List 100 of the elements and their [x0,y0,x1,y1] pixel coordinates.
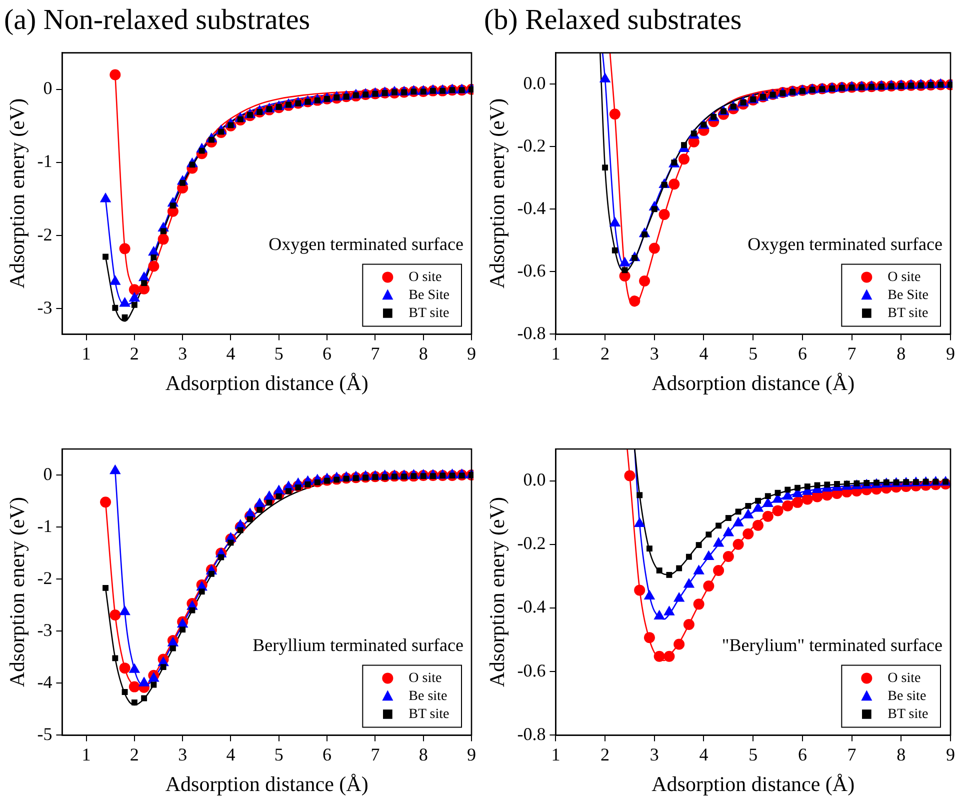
x-tick-label: 4 [699,344,708,364]
x-tick-label: 2 [600,744,610,765]
legend-label: BT site [888,306,928,321]
point [693,598,704,610]
point [128,292,140,302]
point [644,590,656,600]
point [100,496,112,508]
point [716,522,722,529]
point [673,592,685,602]
point [755,498,761,504]
point [804,484,810,490]
x-tick-label: 5 [274,744,284,765]
x-tick-label: 9 [467,344,476,364]
point [131,302,138,308]
x-tick-label: 7 [847,744,856,765]
legend-label: O site [888,670,921,686]
point [160,664,166,670]
y-axis-title: Adsorption enery (eV) [5,98,30,289]
point [119,297,130,307]
point [722,526,734,536]
annotation: Oxygen terminated surface [268,234,464,254]
point [122,689,128,695]
chart-title: (b) Relaxed substrates [484,4,742,36]
point [228,540,234,546]
point [150,254,157,260]
point [666,572,672,578]
y-tick-label: -1 [37,151,52,172]
point [658,208,670,220]
point [100,192,112,202]
legend-label: O site [408,270,442,285]
point [119,243,130,254]
y-tick-label: -0.6 [517,260,546,280]
point [148,260,160,272]
legend-label: Be Site [408,288,450,303]
point [735,508,742,515]
point [150,682,157,688]
x-tick-label: 9 [946,344,955,364]
x-tick-label: 1 [551,744,560,765]
x-tick-label: 3 [650,744,659,765]
x-tick-label: 5 [274,344,284,364]
point [732,516,744,526]
point [218,554,224,560]
x-tick-label: 3 [178,744,188,765]
point [794,484,800,491]
point [634,517,646,527]
x-tick-label: 6 [322,344,332,364]
point [247,516,253,522]
point [713,564,724,576]
point [110,609,121,620]
y-tick-label: -3 [37,620,52,640]
x-tick-label: 5 [748,344,758,364]
x-tick-label: 6 [798,744,807,765]
point [636,492,643,498]
x-tick-label: 8 [418,344,428,364]
legend-label: Be site [408,688,448,704]
y-tick-label: -0.8 [517,724,546,744]
y-tick-label: -3 [37,297,52,318]
point [131,699,138,706]
x-axis-title: Adsorption distance (Å) [165,772,368,796]
chart-title: (a) Non-relaxed substrates [4,4,310,36]
point [646,546,652,552]
point [752,520,764,531]
x-tick-label: 7 [370,744,380,765]
point [639,276,650,287]
y-tick-label: 0.0 [523,470,546,490]
point [782,500,794,512]
point [237,527,244,534]
x-tick-label: 8 [896,344,906,364]
point [102,584,109,591]
point [110,275,121,285]
point [784,486,791,493]
y-tick-label: -0.2 [517,533,546,554]
point [683,619,694,630]
point [180,626,186,633]
point [128,681,140,692]
point [703,550,714,560]
point [189,607,196,614]
x-tick-label: 2 [130,344,139,364]
point [774,490,781,496]
point [170,645,176,652]
point [602,164,608,171]
annotation: Oxygen terminated surface [748,234,943,254]
point [654,650,665,662]
point [651,206,658,212]
point [674,638,685,650]
legend-label: O site [408,670,442,686]
x-tick-label: 9 [467,744,476,765]
x-tick-label: 8 [896,744,906,765]
point [619,256,630,266]
point [676,565,682,572]
point [824,482,830,488]
legend-label: Be site [888,688,926,704]
x-axis-title: Adsorption distance (Å) [652,772,855,796]
x-tick-label: 1 [82,744,91,765]
point [772,505,784,516]
point [612,247,618,254]
point [110,69,121,80]
point [725,515,732,521]
point [644,632,655,644]
y-tick-label: -2 [37,568,52,588]
